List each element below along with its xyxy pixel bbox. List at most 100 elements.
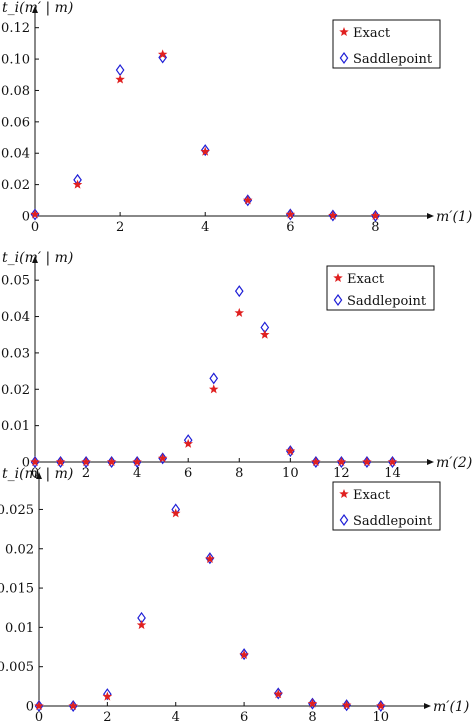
x-tick-label: 4 [201, 220, 209, 235]
legend-label: Exact [347, 272, 385, 287]
saddlepoint-point [376, 699, 386, 713]
exact-point [307, 698, 318, 708]
legend-star-icon [339, 489, 349, 499]
legend-box [326, 265, 435, 311]
saddlepoint-point [243, 194, 253, 207]
exact-point [336, 457, 347, 467]
exact-point [30, 209, 40, 219]
y-tick-label: 0.02 [1, 383, 30, 398]
legend: Exact Saddlepoint [332, 19, 441, 69]
series-exact [34, 508, 386, 711]
y-tick-label: 0.02 [5, 542, 34, 557]
exact-point [387, 457, 398, 467]
saddlepoint-point [209, 372, 219, 385]
y-tick-label: 0.04 [1, 147, 30, 162]
y-tick-label: 0.005 [0, 660, 34, 675]
saddlepoint-point [371, 209, 380, 222]
y-axis-label: t_i(m′ | m) [2, 0, 73, 16]
exact-point [102, 691, 113, 701]
exact-point [285, 446, 296, 456]
exact-point [362, 457, 372, 467]
exact-point [106, 457, 117, 467]
exact-point [208, 384, 219, 394]
x-tick-label: 2 [82, 466, 90, 481]
y-tick-label: 0.12 [1, 21, 30, 36]
x-axis-label: m′(1) [436, 209, 472, 225]
x-tick-label: 10 [282, 466, 299, 481]
legend-diamond-icon [339, 513, 349, 527]
x-tick-label: 0 [31, 466, 39, 481]
legend-label: Exact [353, 488, 391, 503]
exact-point [370, 210, 381, 220]
exact-point [55, 457, 66, 467]
y-tick-label: 0.02 [1, 178, 30, 193]
exact-point [115, 74, 125, 84]
exact-point [376, 701, 386, 711]
saddlepoint-point [34, 699, 44, 713]
exact-point [183, 438, 193, 448]
saddlepoint-point [81, 455, 91, 469]
x-tick-label: 4 [172, 710, 180, 722]
saddlepoint-point [205, 552, 215, 565]
saddlepoint-point [56, 455, 65, 469]
exact-point [170, 508, 181, 518]
y-tick-label: 0.01 [5, 621, 34, 636]
saddlepoint-point [132, 455, 142, 469]
legend-box [332, 481, 441, 531]
exact-point [311, 457, 321, 467]
exact-point [260, 329, 270, 339]
y-tick-label: 0.025 [0, 503, 34, 518]
exact-point [68, 701, 78, 711]
x-tick-label: 0 [35, 710, 43, 722]
series-saddlepoint [30, 51, 380, 222]
x-tick-label: 6 [240, 710, 248, 722]
exact-point [243, 195, 253, 205]
exact-point [132, 457, 142, 467]
exact-point [81, 457, 91, 467]
legend: Exact Saddlepoint [326, 265, 435, 311]
legend-diamond-icon [339, 51, 349, 65]
y-axis-arrow [32, 6, 38, 13]
y-tick-label: 0 [22, 456, 30, 471]
exact-point [234, 307, 245, 317]
y-axis-label: t_i(m′ | m) [2, 250, 73, 266]
exact-point [157, 49, 168, 59]
legend-star-icon [333, 273, 343, 283]
y-tick-label: 0.04 [1, 310, 30, 325]
exact-point [341, 700, 352, 710]
x-tick-label: 10 [373, 710, 390, 722]
saddlepoint-point [234, 285, 244, 298]
series-exact [30, 49, 381, 220]
legend-label: Saddlepoint [353, 52, 433, 67]
x-tick-label: 8 [371, 220, 379, 235]
series-exact [30, 307, 398, 467]
legend: Exact Saddlepoint [332, 481, 441, 531]
x-tick-label: 6 [286, 220, 294, 235]
y-tick-label: 0.06 [1, 115, 30, 130]
saddlepoint-point [285, 208, 295, 221]
exact-point [273, 689, 284, 699]
x-tick-label: 4 [133, 466, 141, 481]
y-axis-arrow [36, 472, 42, 479]
chart-panel-3: 0 2 4 6 8 10 0 0.005 0.01 0.015 0.02 0.025 t_i(m′ | … [0, 466, 469, 722]
x-axis-label: m′(2) [436, 455, 472, 471]
series-saddlepoint [34, 503, 386, 713]
legend-label: Saddlepoint [353, 514, 433, 529]
saddlepoint-point [103, 688, 112, 701]
x-tick-label: 8 [235, 466, 243, 481]
saddlepoint-point [342, 699, 351, 712]
saddlepoint-point [388, 455, 397, 469]
chart-panel-2: 0 2 4 6 8 10 12 14 0 0.01 0.02 0.03 0.04 0.05 t_i(m′ |… [1, 250, 472, 481]
y-tick-label: 0.01 [1, 419, 30, 434]
x-tick-label: 12 [333, 466, 350, 481]
saddlepoint-point [115, 64, 125, 77]
exact-point [72, 179, 83, 189]
saddlepoint-point [200, 144, 210, 157]
x-tick-label: 14 [384, 466, 401, 481]
x-axis-label: m′(1) [433, 699, 469, 715]
y-axis-label: t_i(m′ | m) [2, 466, 73, 482]
legend-star-icon [339, 27, 349, 37]
legend-label: Saddlepoint [347, 294, 427, 309]
saddlepoint-point [285, 445, 295, 458]
